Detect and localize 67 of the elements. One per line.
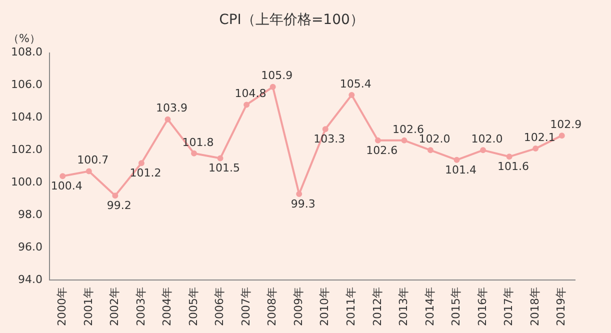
x-tick-label: 2007年 <box>239 287 252 326</box>
point <box>217 155 224 162</box>
y-tick-label: 94.0 <box>18 272 42 286</box>
x-tick-label: 2004年 <box>160 287 174 326</box>
y-tick-label: 102.0 <box>10 143 42 156</box>
y-tick-label: 106.0 <box>10 78 42 92</box>
point <box>454 156 460 163</box>
data-label: 101.4 <box>445 163 477 176</box>
point <box>322 126 328 132</box>
data-label: 102.0 <box>471 132 503 146</box>
x-tick-label: 2003年 <box>134 287 148 326</box>
point <box>558 132 565 139</box>
x-tick-label: 2000年 <box>55 287 68 326</box>
point <box>270 84 276 90</box>
x-tick-label: 2014年 <box>423 287 436 326</box>
point <box>480 147 486 154</box>
data-label: 101.8 <box>182 136 214 149</box>
data-label: 101.2 <box>130 166 162 180</box>
x-tick-label: 2012年 <box>370 287 384 326</box>
x-tick-label: 2011年 <box>344 287 358 326</box>
x-tick-label: 2002年 <box>108 287 122 326</box>
x-tick-label: 2017年 <box>502 287 516 326</box>
point <box>401 137 408 144</box>
data-label: 102.1 <box>524 130 556 144</box>
chart-title: CPI（上年价格=100） <box>219 12 364 28</box>
x-tick-label: 2018年 <box>528 287 542 326</box>
x-tick-label: 2013年 <box>397 287 410 326</box>
y-tick-label: 104.0 <box>10 110 42 124</box>
point <box>191 150 198 156</box>
data-label: 99.3 <box>290 197 316 210</box>
point <box>374 137 381 144</box>
y-tick-label: 100.0 <box>10 175 42 188</box>
point <box>86 168 92 174</box>
x-tick-label: 2016年 <box>476 287 489 326</box>
x-tick-label: 2008年 <box>266 287 279 326</box>
data-label: 104.8 <box>234 87 266 100</box>
point <box>506 154 512 160</box>
x-tick-label: 2005年 <box>186 287 200 326</box>
data-label: 102.9 <box>550 118 582 131</box>
x-tick-label: 2015年 <box>450 287 463 326</box>
data-label: 103.9 <box>156 102 188 115</box>
y-axis-title: （%） <box>8 32 40 46</box>
data-label: 101.6 <box>498 160 530 174</box>
point <box>138 160 144 166</box>
point <box>164 116 171 122</box>
point <box>348 92 355 98</box>
point <box>112 192 118 199</box>
data-label: 105.9 <box>261 69 293 82</box>
point <box>532 146 539 152</box>
data-label: 100.7 <box>77 154 109 167</box>
data-label: 105.4 <box>340 77 372 90</box>
data-label: 99.2 <box>106 198 132 212</box>
point <box>427 147 434 154</box>
x-tick-label: 2010年 <box>318 287 332 326</box>
x-tick-label: 2009年 <box>292 287 305 326</box>
y-tick-label: 98.0 <box>18 208 42 221</box>
x-tick-label: 2001年 <box>82 287 95 326</box>
point <box>60 173 66 180</box>
data-label: 101.5 <box>208 162 240 175</box>
y-tick-label: 96.0 <box>18 240 42 254</box>
data-label: 100.4 <box>50 180 82 192</box>
data-label: 103.3 <box>314 132 346 146</box>
y-tick-label: 108.0 <box>10 46 42 59</box>
x-tick-label: 2006年 <box>213 287 226 326</box>
point <box>244 102 250 108</box>
data-label: 102.6 <box>366 144 398 157</box>
x-tick-label: 2019年 <box>554 287 568 326</box>
